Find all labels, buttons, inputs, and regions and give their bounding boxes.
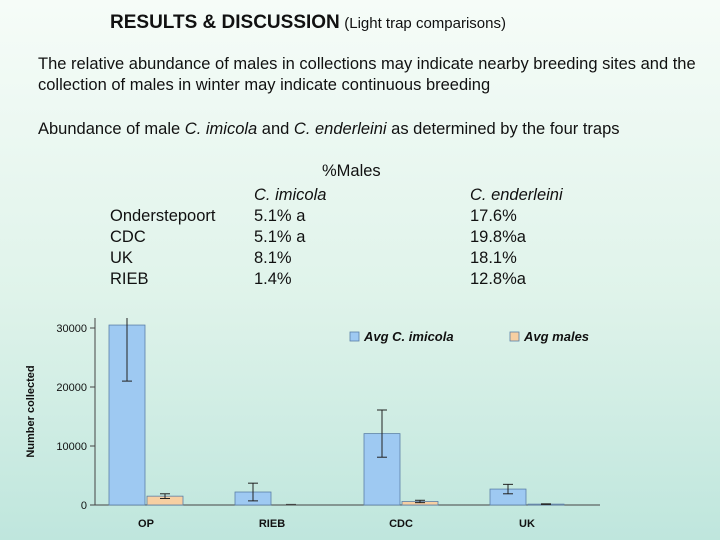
category-label: RIEB — [259, 518, 285, 530]
enderleini-value: 12.8%a — [470, 270, 526, 288]
imicola-value: 5.1% a — [254, 207, 306, 225]
abundance-suffix: as determined by the four traps — [386, 120, 620, 138]
trap-name: CDC — [110, 228, 146, 246]
species-imicola: C. imicola — [184, 120, 258, 138]
trap-column: Onderstepoort CDC UK RIEB — [110, 206, 215, 290]
category-label: UK — [519, 518, 535, 530]
enderleini-value: 18.1% — [470, 249, 517, 267]
y-tick-label: 0 — [81, 500, 87, 512]
legend-label: Avg C. imicola — [363, 329, 454, 344]
enderleini-column-header: C. enderleini — [470, 186, 563, 204]
y-axis-label: Number collected — [25, 365, 37, 457]
y-tick-label: 10000 — [56, 441, 87, 453]
imicola-value: 5.1% a — [254, 228, 306, 246]
slide-title: RESULTS & DISCUSSION (Light trap compari… — [110, 12, 506, 34]
imicola-column-header: C. imicola — [254, 186, 327, 204]
category-label: OP — [138, 518, 154, 530]
legend-label: Avg males — [523, 329, 589, 344]
title-main: RESULTS & DISCUSSION — [110, 12, 340, 33]
y-tick-label: 30000 — [56, 323, 87, 335]
trap-name: Onderstepoort — [110, 207, 216, 225]
enderleini-value: 17.6% — [470, 207, 517, 225]
species-enderleini: C. enderleini — [293, 120, 387, 138]
title-sub: (Light trap comparisons) — [344, 15, 506, 32]
imicola-column: C. imicola 5.1% a 5.1% a 8.1% 1.4% — [254, 185, 326, 290]
abundance-prefix: Abundance of male — [38, 120, 185, 138]
legend-swatch — [349, 331, 360, 342]
abundance-middle: and — [257, 120, 294, 138]
enderleini-column: C. enderleini 17.6% 19.8%a 18.1% 12.8%a — [470, 185, 563, 290]
legend-swatch — [509, 331, 520, 342]
trap-name: RIEB — [110, 270, 149, 288]
trap-name: UK — [110, 249, 133, 267]
enderleini-value: 19.8%a — [470, 228, 526, 246]
category-label: CDC — [389, 518, 413, 530]
intro-paragraph: The relative abundance of males in colle… — [38, 55, 696, 94]
y-tick-label: 20000 — [56, 382, 87, 394]
imicola-value: 1.4% — [254, 270, 292, 288]
abundance-sentence: Abundance of male C. imicola and C. ende… — [38, 120, 620, 139]
males-header: %Males — [322, 162, 381, 180]
imicola-value: 8.1% — [254, 249, 292, 267]
